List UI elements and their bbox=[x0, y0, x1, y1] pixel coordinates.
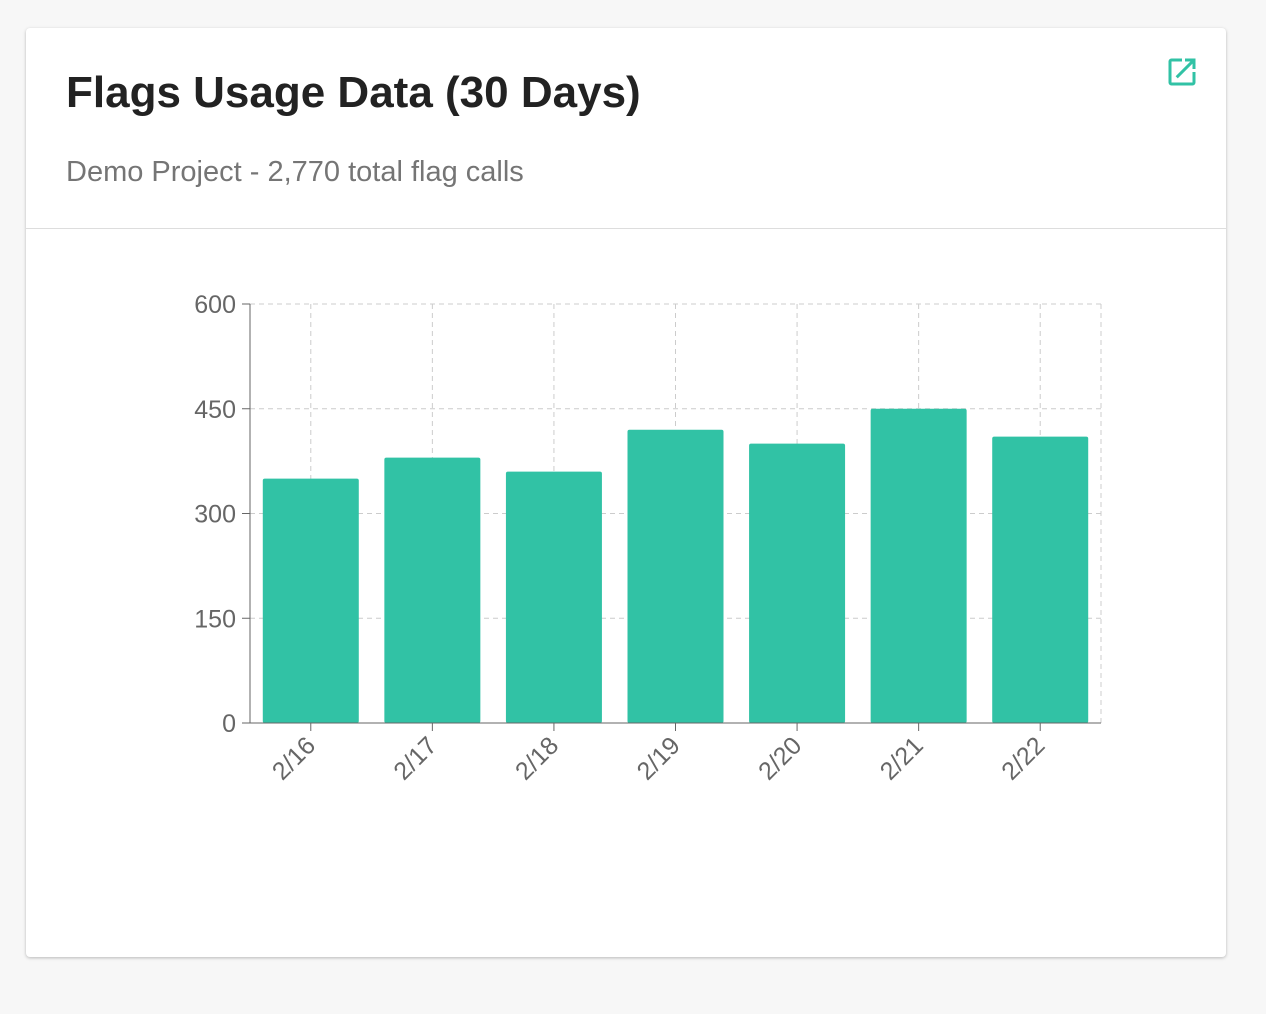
bar bbox=[627, 429, 724, 723]
bar bbox=[749, 443, 846, 723]
bar-chart: 0 150 300 450 600 2/16 2/17 2/18 2/19 2/20 2/21 2/2… bbox=[194, 291, 1102, 786]
bar bbox=[262, 478, 359, 723]
x-tick-label: 2/19 bbox=[632, 731, 686, 785]
y-tick-label: 600 bbox=[194, 291, 236, 319]
x-tick-label: 2/17 bbox=[388, 731, 442, 785]
card-title: Flags Usage Data (30 Days) bbox=[66, 68, 641, 117]
y-tick-label: 150 bbox=[194, 605, 236, 633]
usage-card: Flags Usage Data (30 Days) Demo Project … bbox=[26, 28, 1226, 957]
x-tick-label: 2/20 bbox=[753, 731, 807, 785]
divider bbox=[26, 228, 1226, 229]
card-subtitle: Demo Project - 2,770 total flag calls bbox=[66, 156, 524, 188]
bar bbox=[870, 408, 967, 723]
x-tick-label: 2/22 bbox=[996, 731, 1050, 785]
x-tick-label: 2/21 bbox=[875, 731, 929, 785]
bar bbox=[384, 457, 481, 723]
y-tick-label: 300 bbox=[194, 501, 236, 529]
x-tick-label: 2/16 bbox=[267, 731, 321, 785]
y-tick-label: 450 bbox=[194, 396, 236, 424]
open-in-new-icon[interactable] bbox=[1164, 54, 1200, 90]
x-tick-label: 2/18 bbox=[510, 731, 564, 785]
bar bbox=[992, 436, 1089, 723]
bar bbox=[505, 471, 602, 723]
y-tick-label: 0 bbox=[222, 710, 236, 738]
